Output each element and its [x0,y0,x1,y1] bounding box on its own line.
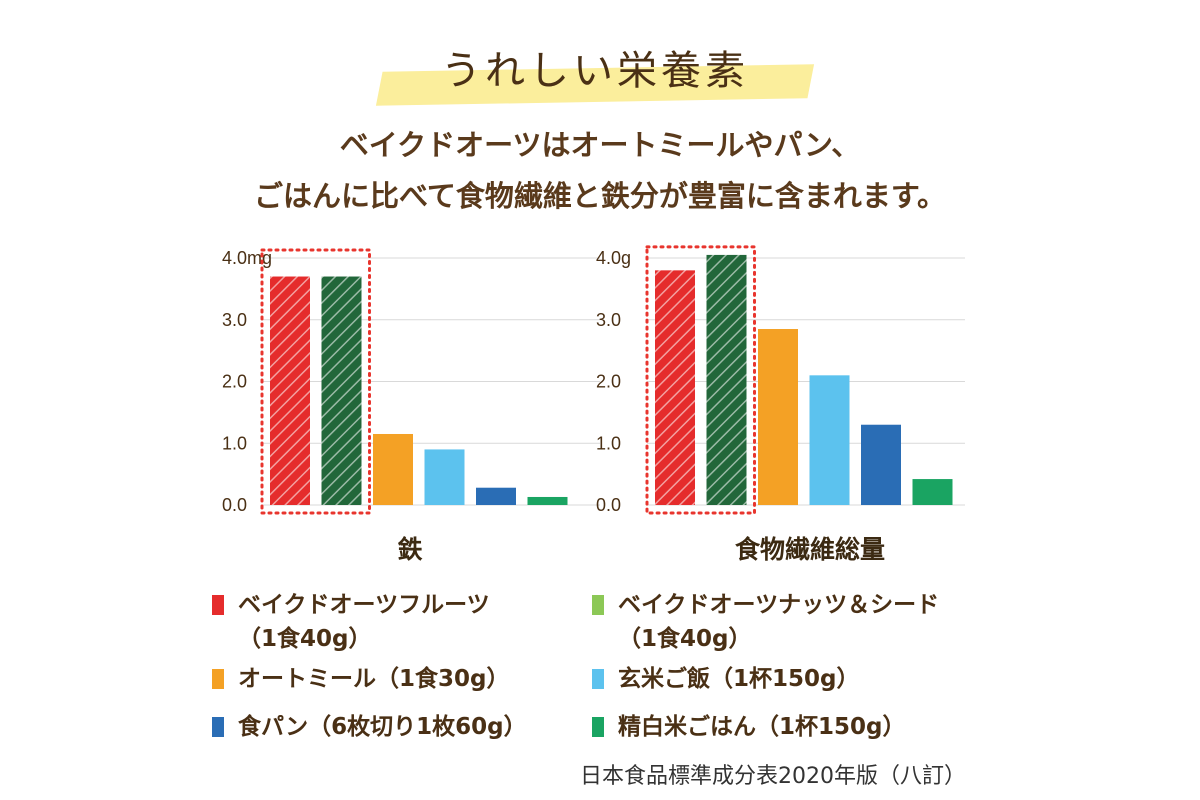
page-title: うれしい栄養素 [441,48,749,94]
legend-swatch [212,717,224,737]
bar [527,496,568,505]
legend-label: ベイクドオーツフルーツ [238,592,490,618]
bar [758,329,798,505]
x-axis-label: 鉄 [397,535,422,564]
y-tick-label: 3.0 [222,310,247,330]
legend-sublabel: （1食40g） [238,626,372,652]
source-note: 日本食品標準成分表2020年版（八訂） [580,764,966,789]
y-tick-label: 4.0g [596,248,631,268]
legend-label: 食パン（6枚切り1枚60g） [238,714,527,740]
bar [373,433,413,505]
y-tick-label: 0.0 [596,495,621,515]
bar [476,487,516,505]
highlight-dotted-box [260,248,371,515]
legend-label: オートミール（1食30g） [238,666,510,692]
y-tick-label: 1.0 [596,433,621,453]
title-block: うれしい栄養素 [375,38,815,106]
legend-label: 精白米ごはん（1杯150g） [618,714,906,740]
bar [270,276,310,505]
y-tick-label: 0.0 [222,495,247,515]
y-tick-label: 1.0 [222,433,247,453]
bar [424,449,465,505]
y-tick-label: 4.0mg [222,248,272,268]
legend-swatch [212,595,224,615]
legend-swatch [212,669,224,689]
bar [655,270,695,505]
bar [706,254,747,505]
highlight-dotted-box [645,245,756,515]
legend-swatch [592,595,604,615]
x-axis-label: 食物繊維総量 [735,535,885,564]
y-tick-label: 3.0 [596,310,621,330]
y-tick-label: 2.0 [596,372,621,392]
legend-label: ベイクドオーツナッツ＆シード [618,592,940,618]
legend-label: 玄米ご飯（1杯150g） [618,666,860,692]
bar [809,375,850,505]
y-tick-label: 2.0 [222,372,247,392]
bar [912,479,953,505]
bar [321,276,362,505]
bar [861,424,901,505]
legend-swatch [592,717,604,737]
lead-line-1: ベイクドオーツはオートミールやパン、 [339,128,861,162]
legend-sublabel: （1食40g） [618,626,752,652]
legend-swatch [592,669,604,689]
lead-line-2: ごはんに比べて食物繊維と鉄分が豊富に含まれます。 [254,179,946,213]
